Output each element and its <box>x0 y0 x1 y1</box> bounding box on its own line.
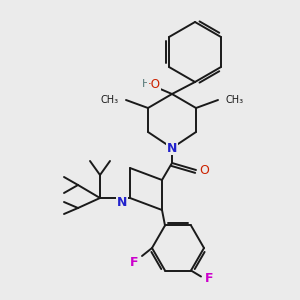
Text: CH₃: CH₃ <box>225 95 243 105</box>
Text: H: H <box>142 79 150 89</box>
Text: F: F <box>205 272 213 285</box>
Text: N: N <box>167 142 177 154</box>
Text: O: O <box>199 164 209 176</box>
Text: CH₃: CH₃ <box>101 95 119 105</box>
Text: ·O: ·O <box>148 77 160 91</box>
Text: F: F <box>130 256 138 268</box>
Text: N: N <box>117 196 127 208</box>
